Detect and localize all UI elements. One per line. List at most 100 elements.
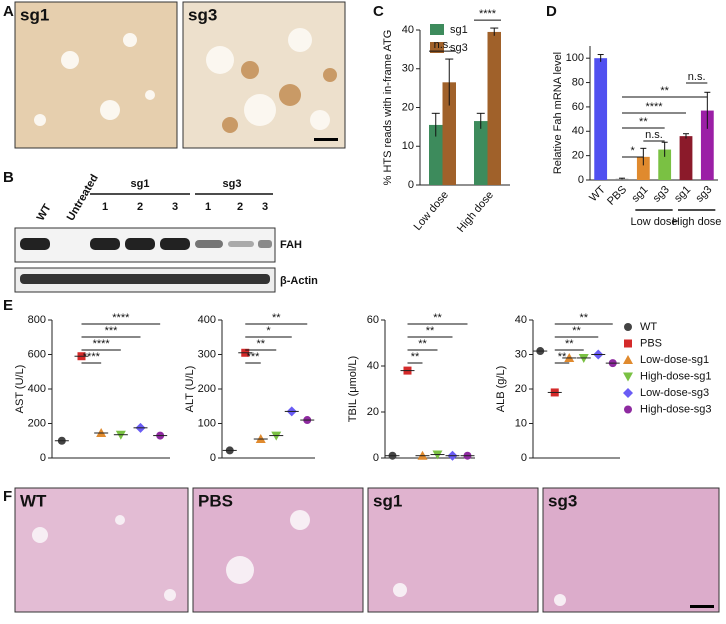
sig-label: ***	[105, 325, 119, 337]
y-tick-label: 80	[572, 76, 584, 88]
legend-swatch	[430, 24, 444, 35]
y-axis-label: Relative Fah mRNA level	[552, 52, 564, 174]
panel-letter: E	[3, 297, 13, 314]
y-axis-label: AST (U/L)	[14, 365, 26, 414]
legend-label: WT	[640, 321, 657, 333]
panel-letter: C	[373, 3, 384, 20]
sig-label: ****	[93, 338, 111, 350]
image-texture	[32, 510, 566, 606]
panel-letter: F	[3, 488, 12, 505]
lane-label: 2	[137, 201, 143, 213]
image-label: sg1	[20, 5, 49, 24]
sig-label: **	[558, 351, 567, 363]
y-tick-label: 40	[367, 360, 379, 372]
data-point	[624, 405, 632, 414]
lane-label: 3	[262, 201, 268, 213]
sig-label: ****	[83, 351, 101, 363]
y-tick-label: 40	[515, 314, 527, 326]
y-tick-label: 40	[402, 24, 414, 36]
lane-label: 1	[205, 201, 211, 213]
row-label: FAH	[280, 239, 302, 251]
lane-label: Untreated	[65, 172, 101, 222]
bar	[474, 121, 488, 185]
scale-bar	[314, 138, 338, 141]
he-image	[542, 487, 720, 613]
bar	[679, 136, 693, 180]
y-tick-label: 0	[521, 452, 527, 464]
bar	[700, 110, 714, 180]
lane-label: 3	[172, 201, 178, 213]
he-image	[192, 487, 364, 613]
data-point	[624, 323, 632, 331]
y-tick-label: 0	[373, 452, 379, 464]
y-tick-label: 40	[572, 125, 584, 137]
sig-label: **	[660, 85, 669, 97]
sig-label: ****	[479, 8, 497, 20]
y-tick-label: 200	[28, 417, 46, 429]
y-tick-label: 30	[402, 63, 414, 75]
sig-label: *	[631, 145, 636, 157]
sig-label: **	[411, 351, 420, 363]
x-tick-label: High dose	[455, 189, 496, 235]
image-texture	[34, 28, 330, 130]
y-tick-label: 0	[578, 174, 584, 186]
sig-label: n.s.	[688, 71, 706, 83]
y-tick-label: 10	[402, 140, 414, 152]
blot	[14, 227, 276, 263]
image-label: sg1	[373, 491, 402, 510]
sig-label: **	[256, 338, 265, 350]
blot-bands	[20, 238, 272, 250]
data-point	[623, 372, 633, 382]
sig-label: **	[565, 338, 574, 350]
group-label: Low dose	[630, 216, 677, 228]
sig-label: **	[639, 116, 648, 128]
y-tick-label: 200	[198, 383, 216, 395]
lane-label: 1	[102, 201, 108, 213]
x-tick-label: sg1	[672, 184, 693, 205]
x-tick-label: sg3	[651, 184, 672, 205]
y-tick-label: 100	[198, 417, 216, 429]
sig-label: **	[433, 312, 442, 324]
x-tick-label: Low dose	[412, 189, 451, 233]
sig-label: ****	[645, 101, 663, 113]
legend-label: High-dose-sg3	[640, 403, 712, 415]
y-tick-label: 0	[210, 452, 216, 464]
sig-label: **	[272, 312, 281, 324]
y-tick-label: 60	[367, 314, 379, 326]
he-image	[14, 487, 189, 613]
y-tick-label: 0	[40, 452, 46, 464]
bar	[429, 124, 443, 185]
x-tick-label: sg1	[629, 184, 650, 205]
panel-letter: B	[3, 169, 14, 186]
y-tick-label: 20	[402, 101, 414, 113]
image-label: sg3	[548, 491, 577, 510]
bar	[487, 31, 501, 185]
y-tick-label: 300	[198, 348, 216, 360]
x-tick-label: WT	[587, 183, 608, 204]
image-texture	[222, 61, 337, 133]
legend-label: PBS	[640, 337, 662, 349]
y-tick-label: 20	[572, 150, 584, 162]
y-tick-label: 30	[515, 348, 527, 360]
image-label: sg3	[188, 5, 217, 24]
lane-label: WT	[35, 202, 54, 223]
y-axis-label: % HTS reads with in-frame ATG	[382, 30, 394, 186]
legend-label: sg1	[450, 24, 468, 36]
y-tick-label: 20	[367, 406, 379, 418]
sig-label: **	[426, 325, 435, 337]
sig-label: **	[572, 325, 581, 337]
bar	[442, 82, 456, 185]
y-tick-label: 20	[515, 383, 527, 395]
legend-label: Low-dose-sg3	[640, 387, 709, 399]
data-point	[623, 388, 633, 398]
legend-label: High-dose-sg1	[640, 370, 712, 382]
sig-label: *	[266, 325, 271, 337]
row-label: β-Actin	[280, 275, 318, 287]
y-tick-label: 600	[28, 348, 46, 360]
bar	[658, 149, 672, 180]
image-label: WT	[20, 491, 47, 510]
legend-label: sg3	[450, 42, 468, 54]
y-axis-label: ALB (g/L)	[495, 366, 507, 412]
sig-label: n.s.	[434, 39, 452, 51]
y-tick-label: 10	[515, 417, 527, 429]
